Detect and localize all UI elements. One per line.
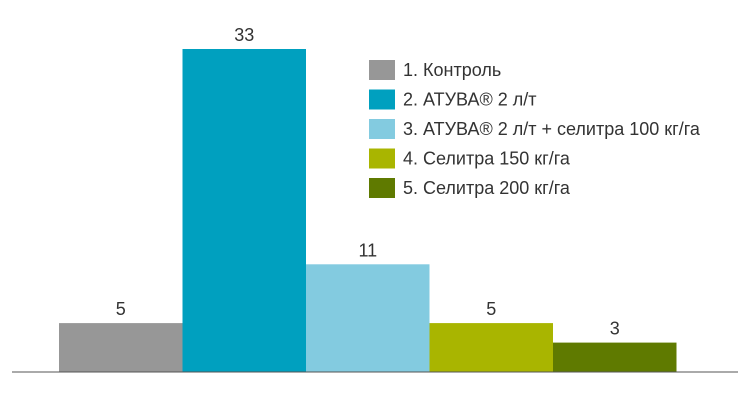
legend-label-2: 2. АТУВА® 2 л/т (403, 90, 536, 110)
value-labels-group: 5 33 11 5 3 (116, 25, 620, 339)
legend-swatch-5 (369, 178, 395, 198)
legend-swatch-3 (369, 119, 395, 139)
bar-1 (59, 323, 183, 372)
legend-label-1: 1. Контроль (403, 60, 501, 80)
legend-label-4: 4. Селитра 150 кг/га (403, 149, 571, 169)
legend-label-5: 5. Селитра 200 кг/га (403, 178, 571, 198)
bars-group (59, 49, 677, 372)
bar-value-label-5: 3 (610, 319, 620, 339)
bar-3 (306, 264, 430, 372)
bar-5 (553, 342, 677, 372)
legend: 1. Контроль 2. АТУВА® 2 л/т 3. АТУВА® 2 л/… (369, 60, 701, 198)
bar-value-label-2: 33 (234, 25, 254, 45)
legend-label-3: 3. АТУВА® 2 л/т + селитра 100 кг/га (403, 119, 701, 139)
legend-swatch-1 (369, 60, 395, 80)
bar-2 (182, 49, 306, 372)
bar-value-label-4: 5 (486, 299, 496, 319)
legend-swatch-2 (369, 89, 395, 110)
bar-value-label-3: 11 (358, 240, 377, 260)
bar-value-label-1: 5 (116, 299, 126, 319)
bar-4 (429, 323, 553, 372)
legend-swatch-4 (369, 148, 395, 169)
